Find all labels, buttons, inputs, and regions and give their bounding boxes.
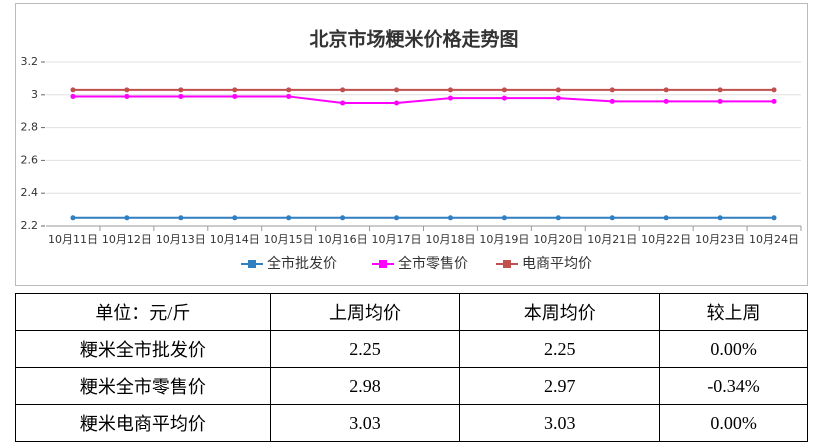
cell: 0.00% [659,330,808,368]
point [70,87,76,93]
point [501,87,507,93]
cell: 0.00% [659,404,808,442]
point [717,215,723,221]
point [340,215,346,221]
point [232,215,238,221]
header-cell: 本周均价 [459,293,661,331]
x-tick-label: 10月19日 [479,233,529,246]
x-tick-label: 10月24日 [749,233,799,246]
point [717,87,723,93]
x-tick-label: 10月16日 [318,233,368,246]
header-cell: 上周均价 [269,293,461,331]
x-tick-label: 10月22日 [641,233,691,246]
legend-label: 电商平均价 [522,256,592,272]
point [717,98,723,104]
chart-title: 北京市场粳米价格走势图 [309,28,518,51]
y-tick-label: 3.2 [21,55,39,68]
point [124,215,130,221]
header-cell: 单位：元/斤 [15,293,271,331]
x-tick-label: 10月17日 [372,233,422,246]
header-row: 单位：元/斤 上周均价 本周均价 较上周 [15,293,808,331]
cell: -0.34% [659,367,808,405]
legend-marker [379,260,387,268]
point [555,215,561,221]
cell: 2.25 [269,330,461,368]
y-tick-label: 3 [31,88,38,101]
chart: 北京市场粳米价格走势图 2.2 2.4 2.6 2.8 3 3.2 10月11日 10月12日… [15,3,808,286]
row: 粳米全市零售价 2.98 2.97 -0.34% [15,367,808,405]
legend-label: 全市批发价 [267,255,337,272]
y-tick-label: 2.8 [21,121,39,134]
point [501,215,507,221]
point [555,95,561,101]
x-tick-label: 10月15日 [264,233,314,246]
cell: 2.25 [459,330,661,368]
point [178,215,184,221]
point [771,215,777,221]
series-line [72,95,775,104]
point [771,87,777,93]
point [609,98,615,104]
y-tick-label: 2.4 [21,186,39,199]
x-tick-label: 10月18日 [425,233,475,246]
point [663,98,669,104]
point [178,93,184,99]
y-tick-label: 2.2 [21,219,39,232]
cell: 3.03 [459,404,661,442]
cell: 粳米全市零售价 [15,367,271,405]
point [609,215,615,221]
x-tick-label: 10月14日 [210,233,260,246]
point [447,95,453,101]
point [286,215,292,221]
legend-label: 全市零售价 [398,255,468,272]
point [447,215,453,221]
cell: 粳米全市批发价 [15,330,271,368]
row: 粳米电商平均价 3.03 3.03 0.00% [15,404,808,442]
point [394,87,400,93]
price-table: 单位：元/斤 上周均价 本周均价 较上周 粳米全市批发价 2.25 2.25 0… [15,293,808,442]
x-tick-label: 10月21日 [587,233,637,246]
point [501,95,507,101]
point [340,87,346,93]
point [124,87,130,93]
point [394,215,400,221]
x-tick-label: 10月12日 [102,233,152,246]
header-cell: 较上周 [659,293,808,331]
x-tick-label: 10月23日 [695,233,745,246]
legend-marker [503,260,511,268]
point [286,93,292,99]
point [178,87,184,93]
point [340,100,346,106]
cell: 2.98 [269,367,461,405]
point [663,87,669,93]
point [771,98,777,104]
y-tick-label: 2.6 [21,153,39,166]
point [609,87,615,93]
row: 粳米全市批发价 2.25 2.25 0.00% [15,330,808,368]
x-tick-label: 10月20日 [533,233,583,246]
point [555,87,561,93]
x-tick-label: 10月13日 [156,233,206,246]
cell: 2.97 [459,367,661,405]
point [232,93,238,99]
point [70,215,76,221]
x-tick-label: 10月11日 [48,233,98,246]
point [124,93,130,99]
legend-marker [248,260,256,268]
cell: 粳米电商平均价 [15,404,271,442]
point [286,87,292,93]
point [447,87,453,93]
point [232,87,238,93]
point [663,215,669,221]
point [394,100,400,106]
cell: 3.03 [269,404,461,442]
point [70,93,76,99]
